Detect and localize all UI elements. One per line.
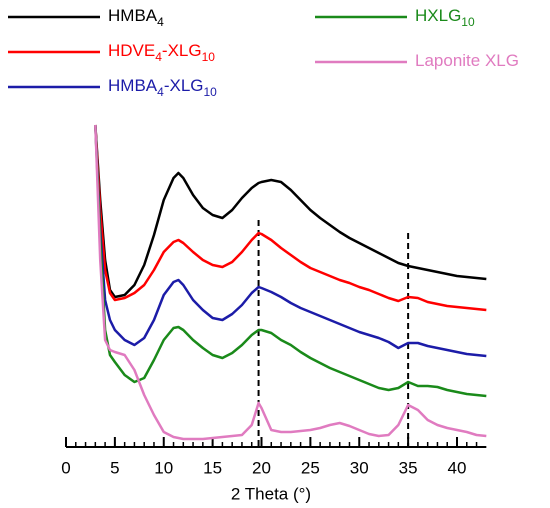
- legend-label: Laponite XLG: [415, 51, 519, 70]
- x-tick-label: 30: [350, 458, 369, 477]
- x-tick-label: 10: [154, 458, 173, 477]
- legend-label: HMBA4-XLG10: [108, 76, 217, 99]
- data-line: [94, 124, 487, 358]
- x-tick-label: 5: [110, 458, 119, 477]
- plot-area: [94, 124, 487, 441]
- data-line: [94, 124, 487, 398]
- data-line: [94, 124, 487, 312]
- x-tick-label: 20: [252, 458, 271, 477]
- legend-label: HDVE4-XLG10: [108, 41, 215, 64]
- legend-label: HXLG10: [415, 6, 475, 29]
- x-tick-label: 35: [399, 458, 418, 477]
- legend-label: HMBA4: [108, 6, 164, 29]
- data-line: [94, 124, 487, 299]
- x-tick-label: 25: [301, 458, 320, 477]
- x-tick-label: 15: [203, 458, 222, 477]
- x-tick-label: 40: [448, 458, 467, 477]
- x-axis-label: 2 Theta (°): [231, 484, 311, 503]
- x-tick-label: 0: [61, 458, 70, 477]
- data-line: [94, 124, 487, 441]
